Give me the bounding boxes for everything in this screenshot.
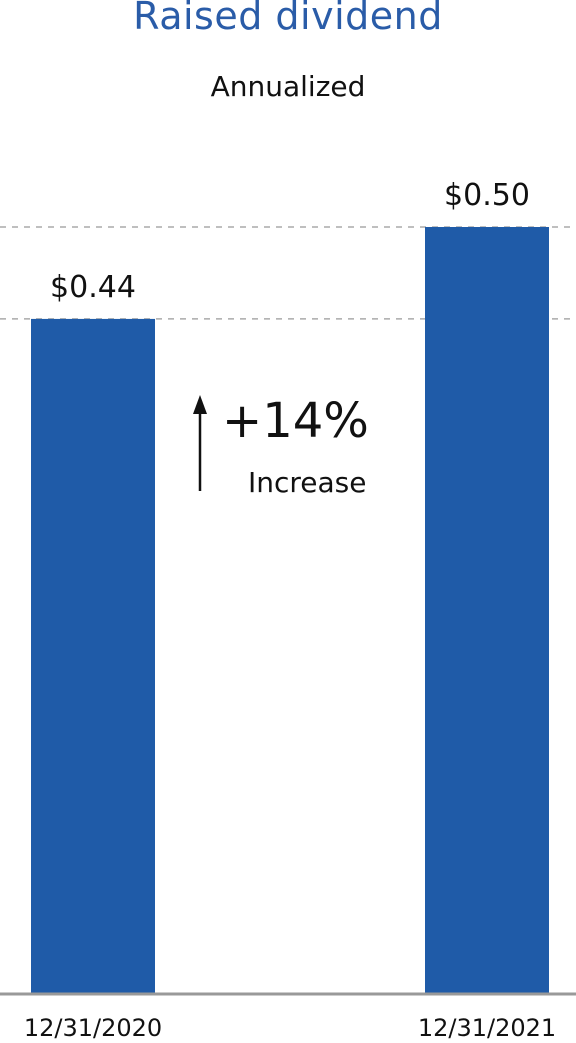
data-label: $0.50 xyxy=(444,178,530,213)
chart-title: Raised dividend xyxy=(133,0,443,38)
bar-12/31/2021 xyxy=(425,227,549,993)
bar-12/31/2020 xyxy=(31,318,155,993)
increase-percent: +14% xyxy=(222,393,369,449)
data-label: $0.44 xyxy=(50,270,136,305)
x-tick-label: 12/31/2020 xyxy=(24,1014,162,1042)
x-tick-label: 12/31/2021 xyxy=(418,1014,556,1042)
chart-subtitle: Annualized xyxy=(210,70,366,103)
arrow-head-icon xyxy=(193,395,207,414)
increase-label: Increase xyxy=(248,466,367,499)
